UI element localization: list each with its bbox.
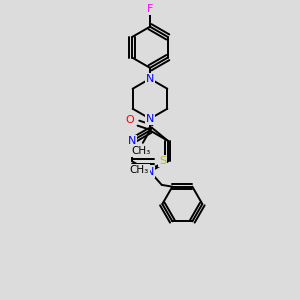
Text: N: N [146, 74, 154, 84]
Text: CH₃: CH₃ [129, 165, 148, 175]
Text: N: N [146, 167, 154, 177]
Text: O: O [126, 115, 135, 125]
Text: N: N [146, 114, 154, 124]
Text: N: N [128, 136, 136, 146]
Text: F: F [147, 4, 153, 14]
Text: CH₃: CH₃ [132, 146, 151, 156]
Text: S: S [159, 156, 166, 167]
